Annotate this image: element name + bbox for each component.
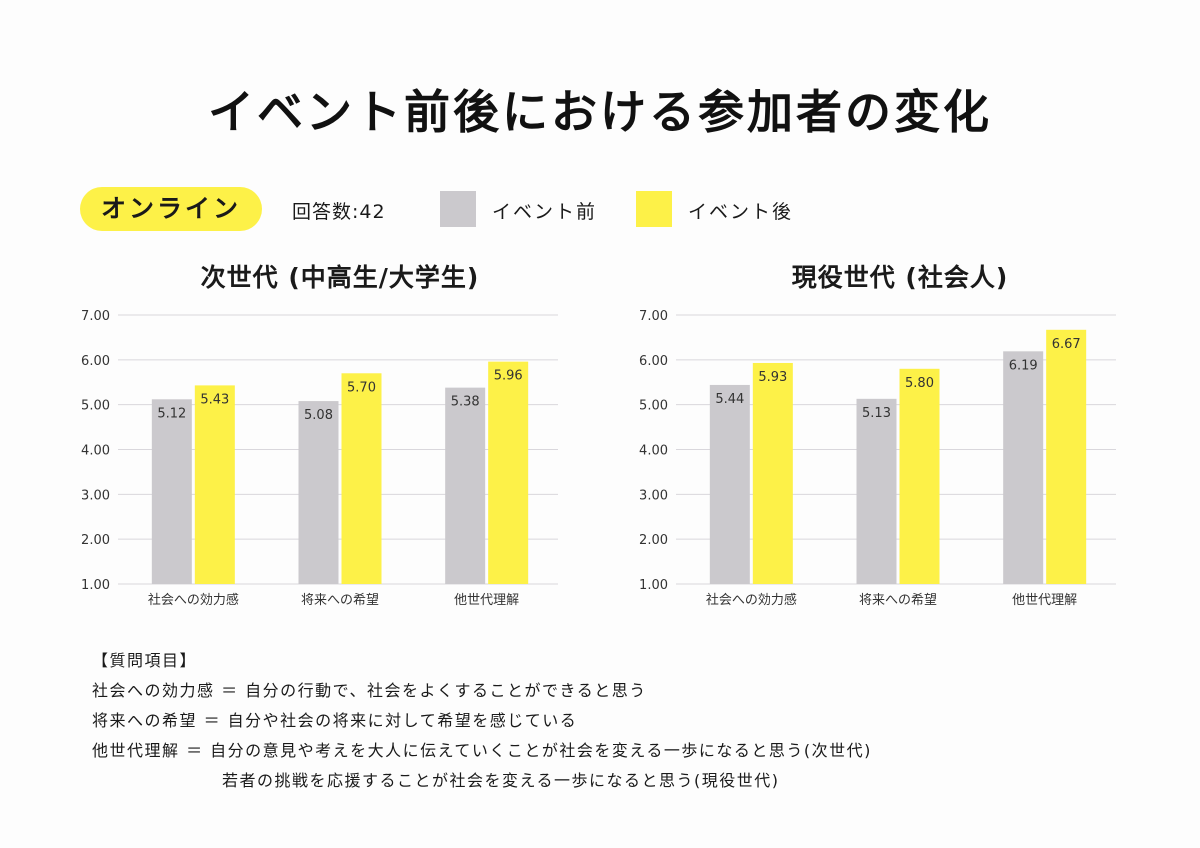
- y-tick-label: 1.00: [639, 578, 668, 593]
- bar-after-2: [488, 361, 529, 584]
- page-title: イベント前後における参加者の変化: [208, 85, 992, 139]
- y-tick-label: 4.00: [639, 444, 668, 459]
- y-tick-label: 1.00: [81, 578, 110, 593]
- response-count: 回答数:42: [292, 201, 386, 223]
- data-label: 5.38: [451, 395, 480, 410]
- y-tick-label: 6.00: [639, 354, 668, 369]
- notes-heading: 【質問項目】: [92, 651, 198, 670]
- bar-after-2: [1046, 329, 1087, 584]
- y-tick-label: 3.00: [81, 488, 110, 503]
- legend-label-before: イベント前: [492, 201, 598, 223]
- x-category-label: 将来への希望: [859, 592, 937, 608]
- bar-chart-working-generation: 1.00 2.00 3.00 4.00 5.00 6.00 7.00 5.44 5.93 社会への…: [639, 309, 1116, 608]
- y-tick-label: 7.00: [639, 309, 668, 324]
- data-label: 5.12: [157, 406, 186, 421]
- note-understanding-working: 若者の挑戦を応援することが社会を変える一歩になると思う(現役世代): [222, 771, 780, 790]
- x-category-label: 他世代理解: [454, 593, 519, 608]
- segment-badge: オンライン: [80, 187, 262, 231]
- y-tick-label: 3.00: [639, 488, 668, 503]
- bar-after-1: [341, 373, 382, 584]
- bar-after-1: [899, 368, 940, 584]
- bar-after-0: [194, 385, 235, 584]
- data-label: 5.43: [200, 392, 229, 407]
- chart-title-next-generation: 次世代 (中高生/大学生): [200, 263, 480, 292]
- x-category-label: 社会への効力感: [706, 592, 797, 608]
- y-tick-label: 2.00: [639, 533, 668, 548]
- y-tick-label: 7.00: [81, 309, 110, 324]
- bar-after-0: [752, 362, 793, 584]
- bar-before-0: [151, 399, 192, 584]
- data-label: 5.08: [304, 408, 333, 423]
- legend-label-after: イベント後: [688, 201, 794, 223]
- data-label: 5.70: [347, 380, 376, 395]
- y-tick-label: 5.00: [639, 399, 668, 414]
- note-hope: 将来への希望 ＝ 自分や社会の将来に対して希望を感じている: [92, 711, 578, 730]
- y-tick-label: 6.00: [81, 354, 110, 369]
- bar-before-1: [298, 401, 339, 584]
- data-label: 5.13: [862, 406, 891, 421]
- bar-before-2: [1003, 351, 1044, 584]
- note-efficacy: 社会への効力感 ＝ 自分の行動で、社会をよくすることができると思う: [92, 681, 647, 700]
- x-category-label: 将来への希望: [301, 592, 379, 608]
- y-tick-label: 4.00: [81, 444, 110, 459]
- chart-title-working-generation: 現役世代 (社会人): [791, 263, 1009, 292]
- x-category-label: 他世代理解: [1012, 593, 1077, 608]
- bar-before-2: [445, 387, 486, 584]
- data-label: 5.96: [494, 369, 523, 384]
- x-category-label: 社会への効力感: [148, 592, 239, 608]
- bar-before-0: [709, 384, 750, 584]
- data-label: 5.44: [715, 392, 744, 407]
- y-tick-label: 2.00: [81, 533, 110, 548]
- legend-swatch-before: [440, 191, 476, 227]
- data-label: 5.80: [905, 376, 934, 391]
- question-notes: 【質問項目】 社会への効力感 ＝ 自分の行動で、社会をよくすることができると思う…: [92, 646, 872, 796]
- legend-swatch-after: [636, 191, 672, 227]
- note-understanding: 他世代理解 ＝ 自分の意見や考えを大人に伝えていくことが社会を変える一歩になると…: [92, 741, 872, 760]
- bar-chart-next-generation: 1.00 2.00 3.00 4.00 5.00 6.00 7.00 5.12 5.43 社会への…: [81, 309, 558, 608]
- data-label: 6.67: [1052, 337, 1081, 352]
- bar-before-1: [856, 398, 897, 584]
- data-label: 6.19: [1009, 358, 1038, 373]
- data-label: 5.93: [758, 370, 787, 385]
- y-tick-label: 5.00: [81, 399, 110, 414]
